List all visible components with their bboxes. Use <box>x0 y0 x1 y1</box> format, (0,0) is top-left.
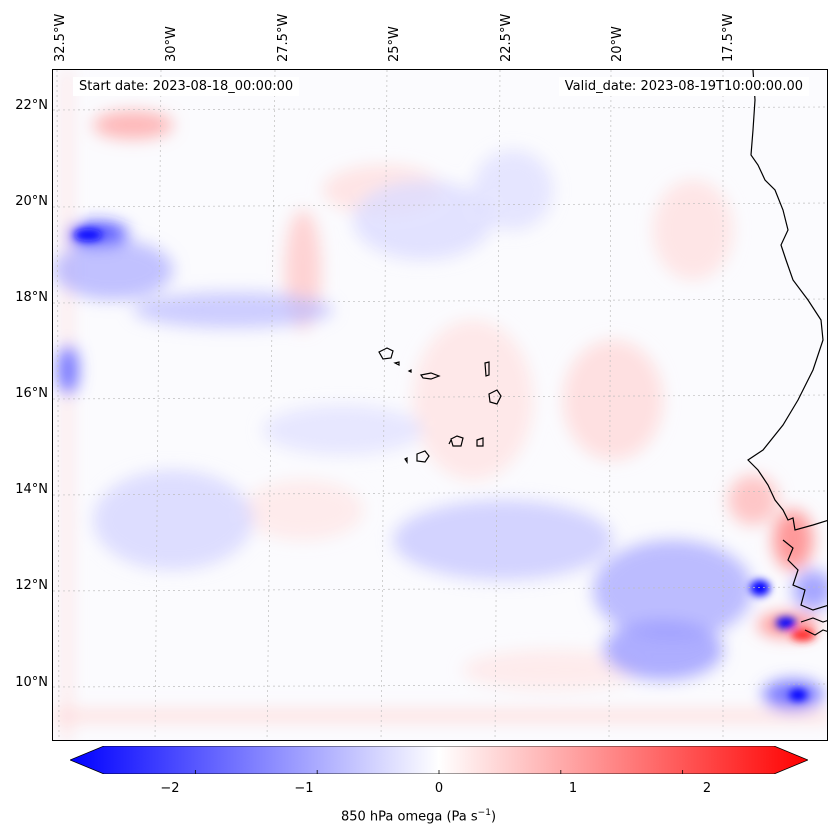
colorbar-tick-label: 0 <box>434 781 444 796</box>
intense-spots <box>74 229 815 701</box>
valid-date-label: Valid_date: 2023-08-19T10:00:00.00 <box>558 77 809 96</box>
map-panel <box>52 69 828 741</box>
lat-label: 16°N <box>15 386 48 401</box>
field-patches <box>53 70 827 740</box>
colorbar-tick-label: 1 <box>568 781 578 796</box>
colorbar-label-end: ) <box>490 809 497 825</box>
cape-verde-islands <box>378 347 502 464</box>
colorbar <box>68 745 810 775</box>
lon-label: 25°W <box>387 26 402 62</box>
colorbar-tick-label: −1 <box>294 781 314 796</box>
colorbar-tick-label: −2 <box>160 781 180 796</box>
bissau-islands <box>800 617 827 636</box>
colorbar-label-text: 850 hPa omega (Pa s <box>340 809 478 825</box>
guinea-coastline <box>782 539 827 611</box>
colorbar-label: 850 hPa omega (Pa s−1) <box>0 808 837 824</box>
gridlines <box>53 70 827 740</box>
colorbar-graphic <box>68 745 810 775</box>
lat-label: 18°N <box>15 290 48 305</box>
lat-label: 20°N <box>15 194 48 209</box>
lat-label: 22°N <box>15 98 48 113</box>
lon-label: 27.5°W <box>276 13 291 62</box>
omega-field <box>53 70 827 740</box>
colorbar-label-sup: −1 <box>477 808 491 818</box>
africa-coastline <box>747 70 827 531</box>
lon-label: 30°W <box>164 26 179 62</box>
lat-label: 14°N <box>15 482 48 497</box>
lat-label: 12°N <box>15 578 48 593</box>
colorbar-tick-label: 2 <box>702 781 712 796</box>
start-date-label: Start date: 2023-08-18_00:00:00 <box>73 77 300 96</box>
lon-label: 22.5°W <box>499 13 514 62</box>
lon-label: 32.5°W <box>53 13 68 62</box>
lon-label: 17.5°W <box>721 13 736 62</box>
lon-label: 20°W <box>610 26 625 62</box>
lat-label: 10°N <box>15 675 48 690</box>
